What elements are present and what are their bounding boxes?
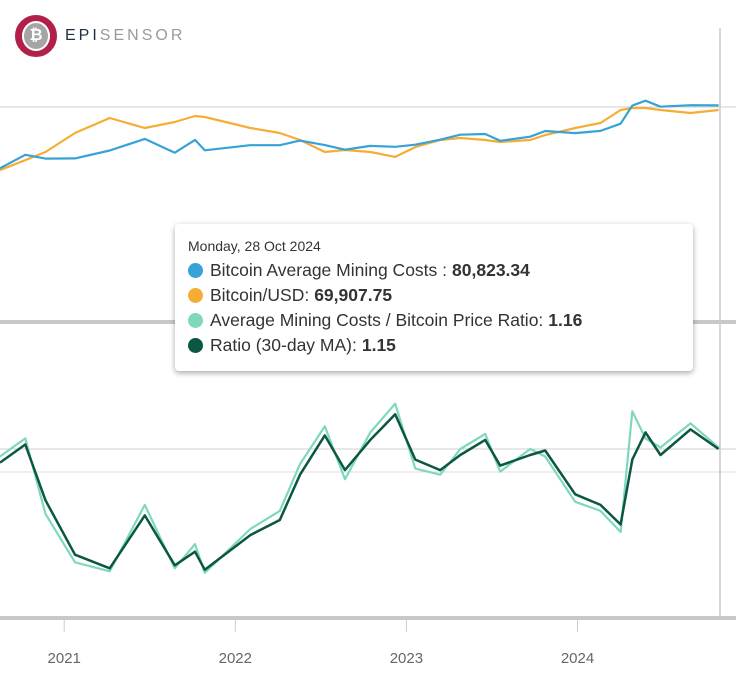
tooltip-value: 1.15 <box>361 335 396 355</box>
series-dot-icon <box>188 338 203 353</box>
tooltip-row-ratio: Average Mining Costs / Bitcoin Price Rat… <box>188 308 693 333</box>
x-tick-label: 2023 <box>390 650 423 667</box>
series-dot-icon <box>188 288 203 303</box>
series-line-mining-costs[interactable] <box>0 99 719 170</box>
logo-text-epi: EPI <box>65 27 100 44</box>
tooltip-value: 69,907.75 <box>314 285 393 305</box>
tooltip-label: Bitcoin Average Mining Costs : <box>210 260 448 280</box>
logo-text-sensor: SENSOR <box>99 27 186 44</box>
tooltip-value: 80,823.34 <box>452 260 530 280</box>
series-dot-icon <box>188 263 203 278</box>
episensor-logo: ₿ EPISENSOR <box>15 15 185 57</box>
x-tick-label: 2021 <box>48 650 81 667</box>
series-line-ratio-ma[interactable] <box>0 413 720 572</box>
series-line-btc-usd[interactable] <box>0 106 719 172</box>
tooltip-row-mining-costs: Bitcoin Average Mining Costs :80,823.34 <box>188 258 693 283</box>
tooltip-date: Monday, 28 Oct 2024 <box>188 238 321 254</box>
logo-text: EPISENSOR <box>65 27 185 45</box>
bitcoin-icon: ₿ <box>22 21 50 51</box>
tooltip-row-btc-usd: Bitcoin/USD: 69,907.75 <box>188 283 693 308</box>
tooltip-label: Bitcoin/USD: <box>210 285 310 305</box>
tooltip-value: 1.16 <box>548 310 583 330</box>
tooltip-label: Average Mining Costs / Bitcoin Price Rat… <box>210 310 544 330</box>
tooltip-label: Ratio (30-day MA): <box>210 335 357 355</box>
logo-ring: ₿ <box>15 15 57 57</box>
series-line-ratio[interactable] <box>0 402 720 574</box>
x-tick-label: 2022 <box>219 650 252 667</box>
tooltip-row-ratio-ma: Ratio (30-day MA): 1.15 <box>188 333 693 358</box>
x-tick-label: 2024 <box>561 650 594 667</box>
chart-tooltip: Monday, 28 Oct 2024 Bitcoin Average Mini… <box>175 224 693 371</box>
series-dot-icon <box>188 313 203 328</box>
